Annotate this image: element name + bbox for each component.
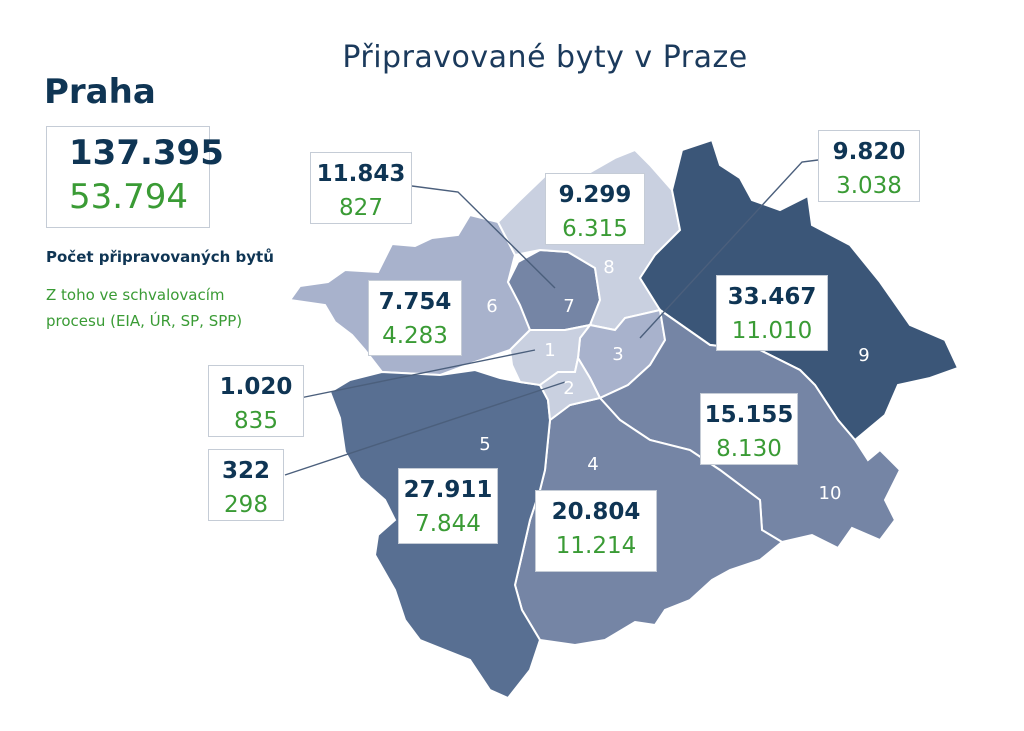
district-3-approval: 3.038 [836,173,902,199]
total-box: 137.395 53.794 [46,126,224,228]
district-5-planned: 27.911 [403,477,493,503]
city-name: Praha [44,72,156,112]
district-7-values: 11.843 827 [310,152,412,224]
total-planned: 137.395 [69,133,224,173]
district-number-4: 4 [587,454,599,475]
district-8-values: 9.299 6.315 [545,173,645,245]
district-1-approval: 835 [234,408,278,434]
total-approval: 53.794 [69,177,188,217]
leader-line-1 [299,349,536,399]
district-3-values: 9.820 3.038 [818,130,920,202]
district-number-8: 8 [603,257,615,278]
district-5-approval: 7.844 [415,511,481,537]
district-2-shape[interactable] [538,355,602,422]
district-number-5: 5 [479,434,491,455]
district-2-planned: 322 [221,458,270,484]
district-number-10: 10 [818,483,842,504]
district-6-values: 7.754 4.283 [368,280,462,356]
leader-line-2 [284,381,566,476]
district-number-7: 7 [563,296,575,317]
district-5-values: 27.911 7.844 [398,468,498,544]
district-9-planned: 33.467 [727,284,817,310]
district-1-values: 1.020 835 [208,365,304,437]
district-6-planned: 7.754 [378,289,452,315]
legend-planned: Počet připravovaných bytů [46,248,274,266]
district-8-approval: 6.315 [562,216,628,242]
district-9-approval: 11.010 [731,318,813,344]
leader-lines [284,159,819,476]
district-6-approval: 4.283 [382,323,448,349]
legend-approval: Z toho ve schvalovacím procesu (EIA, ÚR,… [46,286,243,330]
district-2-values: 322 298 [208,449,284,521]
leader-line-3 [639,159,819,339]
district-number-1: 1 [544,340,556,361]
district-1-planned: 1.020 [219,374,293,400]
district-8-planned: 9.299 [558,182,632,208]
district-10-values: 15.155 8.130 [700,393,798,465]
district-number-3: 3 [612,344,624,365]
district-2-approval: 298 [224,492,268,518]
district-9-values: 33.467 11.010 [716,275,828,351]
district-10-planned: 15.155 [704,402,794,428]
district-number-6: 6 [486,296,498,317]
district-4-planned: 20.804 [551,499,641,525]
district-4-approval: 11.214 [555,533,637,559]
district-7-approval: 827 [339,195,383,221]
district-4-values: 20.804 11.214 [535,490,657,572]
district-10-approval: 8.130 [716,436,782,462]
district-7-planned: 11.843 [316,161,406,187]
district-3-planned: 9.820 [832,139,906,165]
district-number-9: 9 [858,345,870,366]
map-title: Připravované byty v Praze [342,40,748,75]
leader-line-7 [411,185,556,289]
district-number-2: 2 [563,378,575,399]
